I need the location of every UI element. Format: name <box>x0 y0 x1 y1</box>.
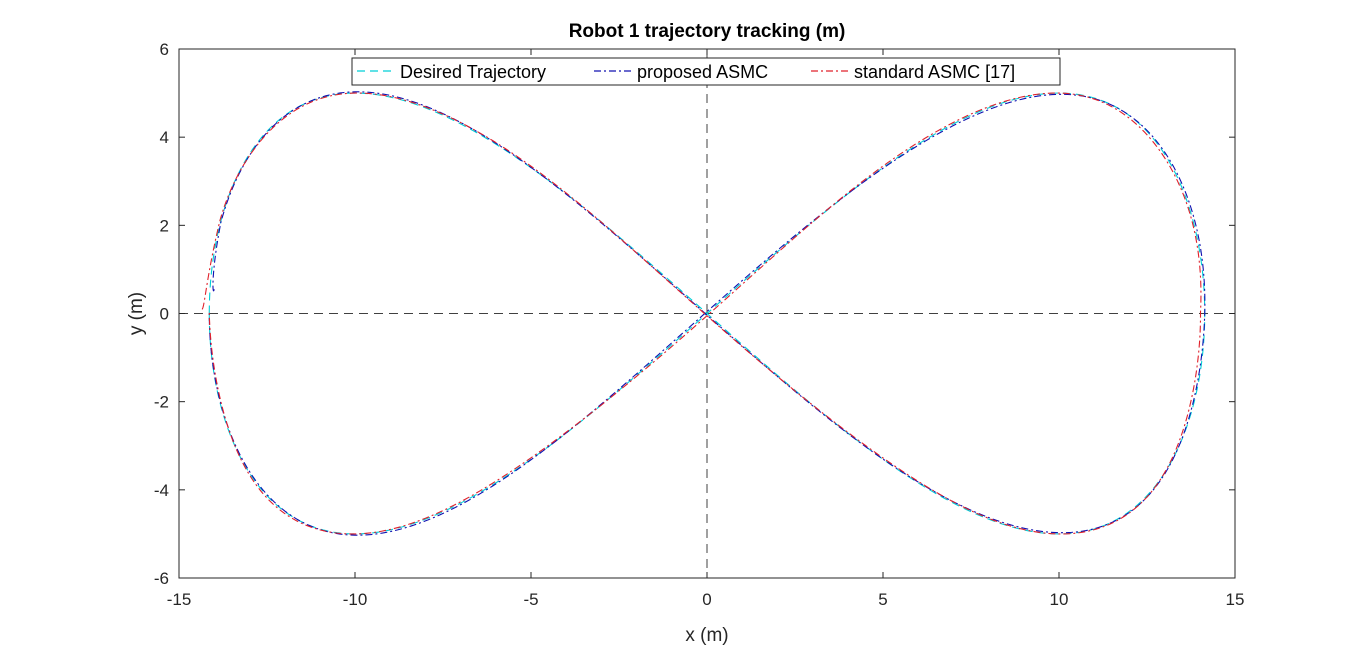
x-tick-label: -5 <box>523 590 538 609</box>
tick-labels: -15 -10 -5 0 5 10 15 -6 -4 -2 0 2 4 6 <box>154 40 1245 609</box>
y-tick-label: -4 <box>154 481 169 500</box>
legend: Desired Trajectory proposed ASMC standar… <box>351 57 1061 86</box>
x-tick-label: 0 <box>702 590 711 609</box>
x-tick-label: 10 <box>1050 590 1069 609</box>
y-tick-label: 4 <box>160 128 169 147</box>
y-axis-label: y (m) <box>126 292 147 335</box>
y-tick-label: -6 <box>154 569 169 588</box>
legend-label-proposed: proposed ASMC <box>637 62 768 82</box>
y-tick-label: -2 <box>154 393 169 412</box>
y-tick-label: 2 <box>160 216 169 235</box>
x-tick-label: -10 <box>343 590 368 609</box>
legend-label-standard: standard ASMC [17] <box>854 62 1015 82</box>
y-tick-label: 6 <box>160 40 169 59</box>
x-axis-label: x (m) <box>685 625 728 646</box>
y-tick-label: 0 <box>160 305 169 324</box>
trajectory-curves <box>201 91 1206 536</box>
legend-label-desired: Desired Trajectory <box>400 62 546 82</box>
legend-box <box>351 57 1061 86</box>
proposed-asmc-line <box>208 91 1206 536</box>
standard-asmc-line <box>201 92 1202 535</box>
x-tick-label: -15 <box>167 590 192 609</box>
axis-ticks <box>178 48 1236 579</box>
x-tick-label: 5 <box>878 590 887 609</box>
plot-area <box>178 48 1236 579</box>
chart-title: Robot 1 trajectory tracking (m) <box>569 21 846 42</box>
x-tick-label: 15 <box>1226 590 1245 609</box>
